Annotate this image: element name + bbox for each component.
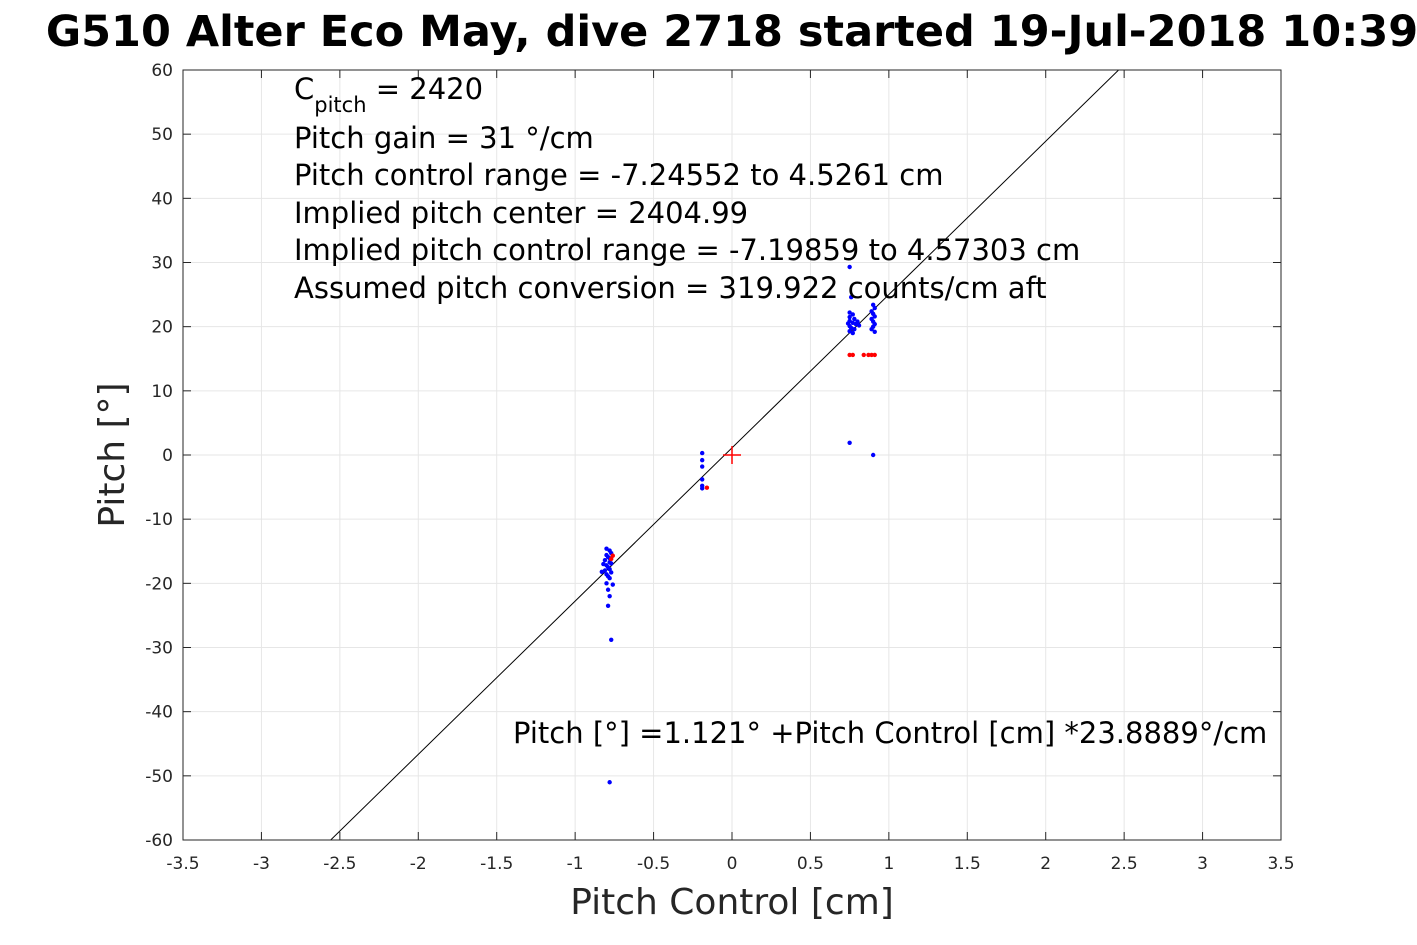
annotation-control-range: Pitch control range = -7.24552 to 4.5261… <box>294 158 943 192</box>
data-point-blue <box>605 603 611 608</box>
data-point-blue <box>607 576 612 581</box>
data-point-blue <box>604 581 609 586</box>
data-point-blue <box>609 570 614 575</box>
data-point-red <box>850 352 855 358</box>
annotation-fit-equation: Pitch [°] =1.121° +Pitch Control [cm] *2… <box>513 716 1267 750</box>
data-point-red <box>861 352 866 358</box>
data-point-blue <box>607 593 612 599</box>
data-point-red <box>609 556 614 562</box>
data-points <box>599 264 877 785</box>
x-tick-label: 1.5 <box>954 854 981 874</box>
y-tick-label: 50 <box>151 125 173 145</box>
data-point-blue <box>856 323 862 328</box>
data-point-blue <box>850 312 855 317</box>
data-point-blue <box>699 450 705 456</box>
data-point-blue <box>699 464 705 469</box>
plot-area <box>329 70 1120 840</box>
annotation-implied-center: Implied pitch center = 2404.99 <box>294 196 748 230</box>
data-point-blue <box>602 558 608 563</box>
annotation-pitch-gain: Pitch gain = 31 °/cm <box>294 121 594 155</box>
data-point-blue <box>855 319 860 324</box>
data-point-blue <box>872 329 877 334</box>
data-point-red <box>704 485 710 490</box>
data-point-blue <box>870 452 876 458</box>
data-point-blue <box>872 305 877 311</box>
y-tick-label: 0 <box>162 446 173 466</box>
y-axis-label: Pitch [°] <box>92 382 133 527</box>
x-tick-label: 3 <box>1197 854 1208 874</box>
y-tick-label: 60 <box>151 61 173 81</box>
data-point-blue <box>872 314 877 319</box>
data-point-red <box>866 352 871 358</box>
data-point-blue <box>845 321 851 326</box>
data-point-red <box>847 352 852 358</box>
data-point-blue <box>847 314 852 320</box>
y-tick-label: -20 <box>145 574 173 594</box>
data-point-blue <box>852 316 857 322</box>
x-tick-label: -1 <box>567 854 584 874</box>
x-tick-label: -2.5 <box>323 854 356 874</box>
data-point-blue <box>849 294 854 300</box>
y-tick-label: -60 <box>145 831 173 851</box>
x-tick-label: -2 <box>410 854 427 874</box>
x-tick-label: -3.5 <box>166 854 199 874</box>
center-marker-layer <box>723 446 741 464</box>
data-point-blue <box>869 327 874 332</box>
annotation-implied-range: Implied pitch control range = -7.19859 t… <box>294 233 1080 267</box>
data-point-blue <box>699 486 705 491</box>
data-point-blue <box>607 780 612 785</box>
y-tick-label: 10 <box>151 382 173 402</box>
y-tick-label: -50 <box>145 767 173 787</box>
x-tick-label: 0 <box>727 854 738 874</box>
grid-lines <box>182 69 1282 841</box>
y-tick-label: -40 <box>145 703 173 723</box>
data-point-blue <box>847 264 852 270</box>
x-tick-label: -0.5 <box>637 854 670 874</box>
x-axis-label: Pitch Control [cm] <box>570 882 894 923</box>
data-point-blue <box>610 582 615 587</box>
x-tick-label: 1 <box>883 854 894 874</box>
data-point-blue <box>847 440 852 446</box>
data-point-blue <box>850 330 855 336</box>
data-point-blue <box>605 587 611 592</box>
x-tick-label: 2.5 <box>1111 854 1138 874</box>
x-tick-label: 0.5 <box>797 854 824 874</box>
data-point-blue <box>699 477 705 482</box>
annotation-conversion: Assumed pitch conversion = 319.922 count… <box>294 271 1047 305</box>
data-point-blue <box>852 327 857 332</box>
x-tick-label: 2 <box>1040 854 1051 874</box>
data-point-red <box>872 352 877 358</box>
data-point-blue <box>599 569 605 574</box>
x-tick-label: -3 <box>253 854 270 874</box>
chart-title: G510 Alter Eco May, dive 2718 started 19… <box>46 7 1417 57</box>
y-tick-label: -10 <box>145 510 173 530</box>
x-tick-label: 3.5 <box>1267 854 1294 874</box>
y-tick-label: 20 <box>151 318 173 338</box>
data-point-blue <box>609 561 614 566</box>
data-point-red <box>869 352 874 358</box>
data-point-blue <box>699 457 705 463</box>
annotation-block: Cpitch = 2420 Pitch gain = 31 °/cm Pitch… <box>294 72 1267 750</box>
y-tick-label: 40 <box>151 189 173 209</box>
y-tick-label: -30 <box>145 639 173 659</box>
annotation-c-pitch: Cpitch = 2420 <box>294 72 483 117</box>
data-point-blue <box>601 561 606 567</box>
plot-frame <box>182 69 1282 841</box>
x-tick-label: -1.5 <box>480 854 513 874</box>
tick-labels: -3.5 -3 -2.5 -2 -1.5 -1 -0.5 0 0.5 1 1.5 2 2.5 3 3.5 -6… <box>145 61 1294 874</box>
data-point-blue <box>609 637 614 642</box>
y-tick-label: 30 <box>151 254 173 274</box>
